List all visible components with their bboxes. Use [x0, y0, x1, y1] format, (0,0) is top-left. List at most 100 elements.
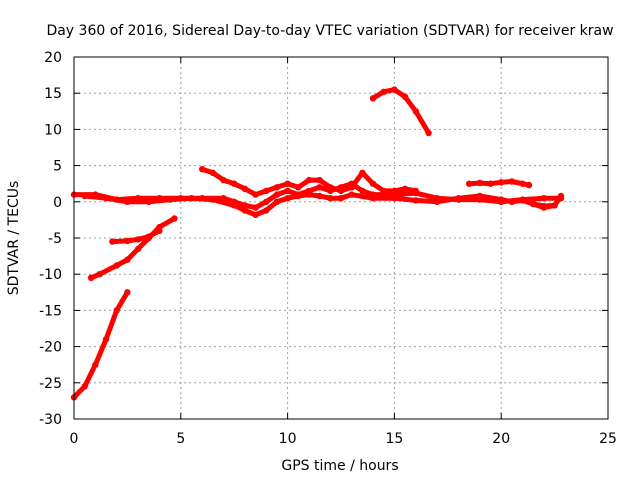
y-tick-label: 20	[44, 50, 62, 66]
grid-lines	[74, 57, 608, 419]
data-point	[188, 195, 195, 202]
data-point	[113, 262, 120, 269]
data-point	[412, 197, 419, 204]
data-point	[295, 192, 302, 200]
series-line	[370, 87, 432, 136]
series-8	[530, 192, 565, 210]
y-tick-label: 5	[53, 159, 62, 175]
data-point	[92, 361, 99, 368]
y-axis-title: SDTVAR / TECUs	[6, 181, 22, 296]
data-point	[508, 178, 516, 185]
data-point	[380, 187, 387, 195]
data-point	[519, 180, 526, 187]
y-tick-label: 0	[53, 195, 62, 211]
data-point	[284, 195, 291, 202]
y-tick-label: -20	[39, 340, 62, 356]
series-4	[81, 191, 558, 218]
data-point	[412, 108, 419, 115]
data-point	[316, 184, 323, 191]
data-point	[252, 191, 259, 198]
data-point	[171, 215, 178, 222]
data-point	[87, 274, 95, 281]
x-axis-title: GPS time / hours	[281, 458, 398, 474]
data-point	[124, 256, 131, 263]
series-5	[199, 166, 419, 198]
data-point	[327, 184, 334, 191]
data-point	[109, 238, 116, 245]
data-point	[369, 95, 377, 102]
data-point	[145, 233, 152, 240]
data-point	[241, 185, 249, 192]
y-tick-label: 15	[44, 86, 62, 102]
series-2	[109, 227, 163, 245]
data-point	[124, 237, 131, 245]
data-point	[263, 198, 270, 205]
data-point	[466, 180, 473, 187]
data-point	[391, 195, 398, 202]
data-point	[359, 169, 366, 176]
data-point	[487, 180, 494, 187]
data-point	[508, 198, 516, 205]
data-point	[220, 176, 227, 184]
data-point	[348, 191, 355, 198]
x-tick-label: 20	[492, 431, 510, 447]
series-7	[466, 178, 533, 189]
data-point	[540, 195, 548, 202]
data-point	[540, 202, 548, 210]
data-point	[391, 86, 398, 93]
x-axis-ticks: 0 5 10 15 20 25	[70, 57, 617, 447]
y-tick-label: -30	[39, 412, 62, 428]
data-point	[305, 191, 313, 198]
series-line	[530, 193, 564, 209]
data-point	[498, 196, 505, 203]
data-point	[401, 185, 409, 192]
data-point	[455, 195, 462, 202]
y-tick-label: -5	[48, 231, 62, 247]
data-point	[412, 187, 419, 195]
data-point	[209, 196, 216, 203]
data-point	[525, 181, 533, 189]
data-point	[263, 207, 270, 214]
data-point	[433, 198, 441, 205]
data-point	[551, 202, 558, 209]
data-point	[337, 195, 345, 202]
data-point	[425, 129, 432, 137]
data-point	[530, 200, 537, 208]
data-point	[199, 166, 206, 173]
data-point	[231, 202, 238, 209]
series-0	[70, 289, 131, 401]
y-axis-ticks: -30 -25 -20 -15 -10 -5 0 5 10 15 20	[39, 50, 608, 428]
x-tick-label: 0	[70, 431, 79, 447]
data-point	[252, 204, 259, 211]
data-point	[476, 179, 483, 187]
data-point	[369, 180, 377, 187]
data-point	[96, 271, 103, 278]
data-point	[263, 187, 270, 195]
data-point	[102, 195, 110, 202]
y-tick-label: -25	[39, 376, 62, 392]
data-series	[70, 86, 565, 401]
data-point	[166, 196, 174, 203]
x-tick-label: 25	[599, 431, 617, 447]
data-point	[231, 180, 238, 187]
y-tick-label: 10	[44, 122, 62, 138]
data-point	[369, 195, 377, 202]
series-6	[369, 86, 432, 137]
data-point	[327, 195, 334, 202]
data-point	[81, 192, 88, 200]
data-point	[519, 197, 526, 204]
chart-title: Day 360 of 2016, Sidereal Day-to-day VTE…	[46, 23, 613, 39]
data-point	[81, 383, 88, 390]
data-point	[145, 198, 152, 205]
data-point	[380, 88, 387, 96]
data-point	[348, 184, 355, 191]
data-point	[102, 336, 110, 343]
data-point	[359, 187, 366, 195]
data-point	[209, 169, 216, 176]
y-tick-label: -15	[39, 303, 62, 319]
data-point	[305, 176, 313, 184]
x-tick-label: 5	[176, 431, 185, 447]
data-point	[316, 192, 323, 200]
data-point	[134, 245, 142, 253]
